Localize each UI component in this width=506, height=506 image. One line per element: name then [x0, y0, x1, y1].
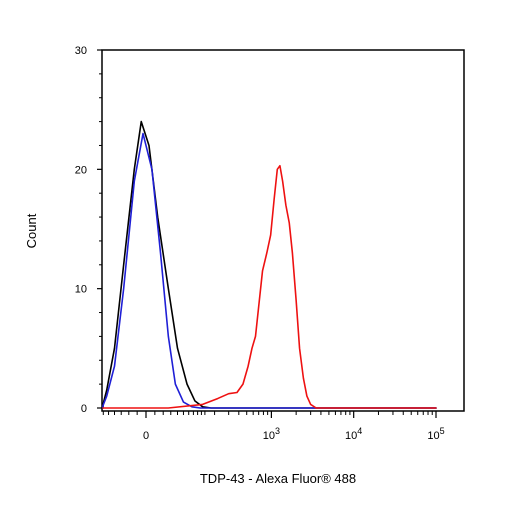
histogram-series-1 [102, 120, 437, 409]
y-tick-label: 10 [75, 284, 87, 296]
x-axis-title: TDP-43 - Alexa Fluor® 488 [200, 471, 356, 486]
x-tick-label: 104 [345, 426, 362, 442]
histogram-series-3 [102, 164, 437, 409]
series-layer [102, 120, 437, 409]
x-tick-label: 0 [143, 430, 149, 442]
y-axis-ticks: 0 10 20 30 [75, 45, 102, 415]
y-minor-ticks [99, 73, 102, 385]
y-tick-label: 0 [81, 403, 87, 415]
y-axis-title: Count [24, 213, 39, 248]
y-tick-label: 20 [75, 164, 87, 176]
x-tick-label: 105 [427, 426, 444, 442]
histogram-series-2 [102, 132, 437, 409]
x-axis-ticks: 0 103 104 105 [143, 411, 445, 442]
x-minor-ticks [102, 411, 433, 415]
plot-frame [101, 49, 465, 412]
x-tick-label: 103 [263, 426, 280, 442]
y-tick-label: 30 [75, 45, 87, 57]
